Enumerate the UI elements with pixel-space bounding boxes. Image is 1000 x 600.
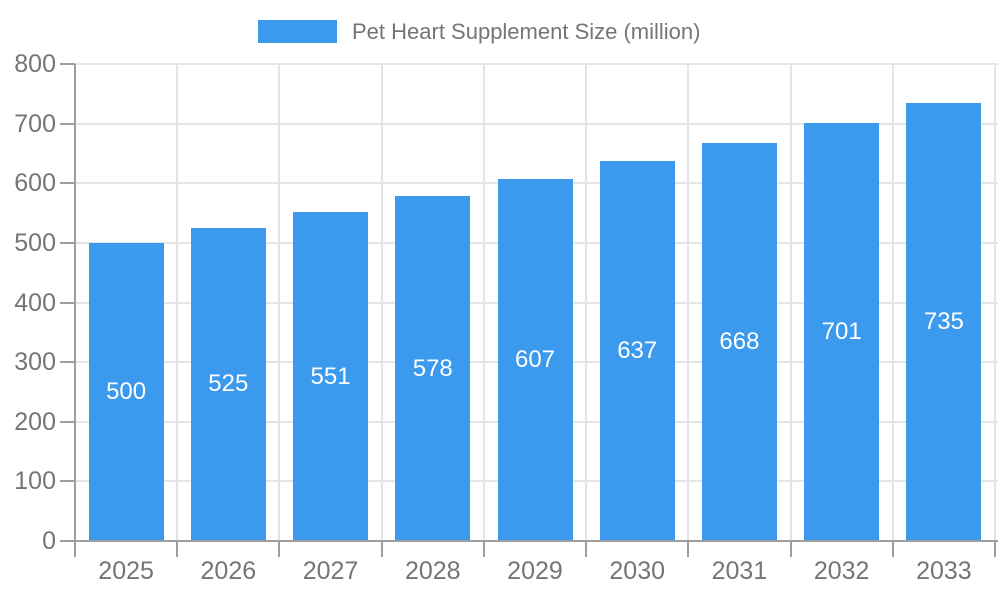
bar-value-label: 668 bbox=[719, 327, 760, 355]
x-axis-label: 2033 bbox=[916, 557, 972, 585]
y-gridline bbox=[75, 63, 998, 65]
bar[interactable] bbox=[293, 212, 369, 541]
x-tick bbox=[994, 541, 996, 557]
x-gridline bbox=[891, 64, 894, 541]
x-tick bbox=[687, 541, 690, 557]
x-tick bbox=[789, 541, 792, 557]
y-axis-label: 300 bbox=[14, 348, 56, 377]
x-tick bbox=[278, 541, 281, 557]
y-tick bbox=[60, 122, 75, 125]
y-tick bbox=[60, 480, 75, 483]
y-axis-label: 500 bbox=[14, 228, 56, 257]
y-axis-label: 100 bbox=[14, 467, 56, 496]
bar-value-label: 551 bbox=[310, 362, 351, 390]
x-gridline bbox=[687, 64, 690, 541]
bar-value-label: 735 bbox=[923, 307, 964, 335]
x-tick bbox=[585, 541, 588, 557]
x-axis-label: 2026 bbox=[200, 557, 257, 585]
x-axis-label: 2029 bbox=[507, 557, 563, 585]
x-gridline bbox=[789, 64, 792, 541]
chart-legend[interactable]: Pet Heart Supplement Size (million) bbox=[258, 20, 700, 43]
y-tick bbox=[60, 182, 75, 185]
x-gridline bbox=[585, 64, 588, 541]
y-axis-line bbox=[74, 64, 76, 557]
x-axis-label: 2032 bbox=[813, 557, 870, 585]
x-axis-line bbox=[74, 540, 998, 542]
y-axis-label: 400 bbox=[14, 288, 56, 317]
y-axis-label: 600 bbox=[14, 169, 56, 198]
y-axis-label: 800 bbox=[14, 50, 56, 78]
y-tick bbox=[60, 301, 75, 304]
x-axis-label: 2027 bbox=[302, 557, 359, 585]
x-tick bbox=[380, 541, 383, 557]
y-axis-label: 0 bbox=[42, 527, 56, 555]
bar[interactable] bbox=[804, 123, 880, 541]
bar[interactable] bbox=[701, 142, 777, 541]
bar[interactable] bbox=[395, 196, 471, 541]
y-tick bbox=[60, 540, 75, 542]
y-gridline bbox=[75, 122, 998, 125]
x-tick bbox=[482, 541, 485, 557]
y-axis-label: 200 bbox=[14, 407, 56, 436]
y-axis-label: 700 bbox=[14, 109, 56, 138]
x-gridline bbox=[278, 64, 281, 541]
bar-value-label: 607 bbox=[514, 346, 556, 374]
x-gridline bbox=[482, 64, 485, 541]
bar[interactable] bbox=[88, 242, 164, 541]
bar[interactable] bbox=[497, 179, 573, 541]
x-tick bbox=[891, 541, 894, 557]
y-tick bbox=[60, 63, 75, 65]
y-tick bbox=[60, 241, 75, 244]
x-gridline bbox=[176, 64, 179, 541]
x-axis-label: 2031 bbox=[711, 557, 768, 585]
bar-value-label: 525 bbox=[208, 370, 249, 398]
x-axis-label: 2030 bbox=[609, 557, 666, 585]
legend-label: Pet Heart Supplement Size (million) bbox=[352, 19, 701, 44]
x-gridline bbox=[380, 64, 383, 541]
x-axis-label: 2028 bbox=[404, 557, 461, 585]
bar-value-label: 701 bbox=[821, 318, 862, 345]
bar[interactable] bbox=[599, 161, 675, 541]
x-gridline bbox=[994, 64, 996, 541]
y-tick bbox=[60, 420, 75, 423]
bar[interactable] bbox=[906, 102, 982, 541]
bar-value-label: 578 bbox=[412, 354, 453, 382]
bar-value-label: 500 bbox=[106, 377, 147, 405]
x-tick bbox=[176, 541, 179, 557]
legend-swatch bbox=[258, 20, 337, 43]
bar[interactable] bbox=[190, 227, 266, 541]
bar-value-label: 637 bbox=[617, 337, 658, 365]
y-tick bbox=[60, 361, 75, 364]
x-axis-label: 2025 bbox=[98, 557, 154, 585]
